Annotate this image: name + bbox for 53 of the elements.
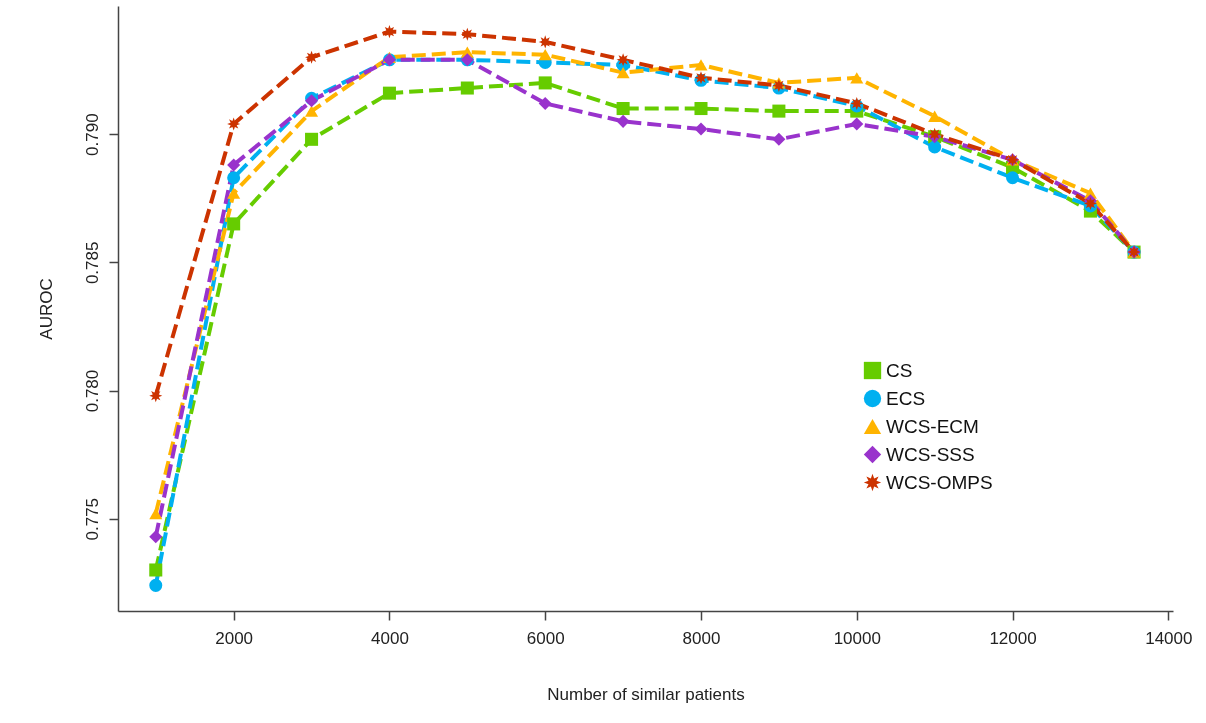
point: [538, 35, 552, 49]
point: [1006, 171, 1020, 185]
point: [772, 132, 786, 146]
point: [382, 86, 396, 100]
point: [227, 171, 241, 185]
point: [616, 114, 630, 128]
x-tick-label: 4000: [371, 628, 409, 648]
legend-label: WCS-OMPS: [886, 471, 993, 493]
point: [616, 67, 630, 79]
point: [538, 49, 552, 61]
point: [772, 104, 786, 118]
point: [227, 117, 241, 131]
point: [227, 187, 241, 199]
y-axis-title: AUROC: [36, 278, 56, 340]
point: [694, 102, 708, 116]
point: [305, 132, 319, 146]
y-tick-label: 0.785: [82, 241, 102, 285]
point: [149, 389, 163, 403]
point: [694, 122, 708, 136]
point: [149, 507, 163, 520]
point: [149, 563, 163, 577]
x-tick-label: 10000: [833, 628, 881, 648]
point: [149, 530, 163, 544]
y-tick-label: 0.775: [82, 497, 102, 541]
legend-label: ECS: [886, 387, 926, 409]
point: [305, 105, 319, 117]
x-tick-label: 6000: [526, 628, 565, 648]
point: [694, 59, 708, 71]
x-tick-label: 12000: [989, 628, 1037, 648]
x-axis-title: Number of similar patients: [547, 684, 745, 704]
legend-label: WCS-ECM: [886, 415, 979, 437]
point: [616, 102, 630, 116]
x-tick-label: 8000: [682, 628, 721, 648]
legend-label: WCS-SSS: [886, 443, 975, 465]
point: [616, 53, 630, 67]
point: [305, 50, 319, 64]
point: [460, 27, 474, 41]
point: [928, 110, 942, 122]
x-tick-label: 2000: [215, 628, 254, 648]
y-tick-label: 0.790: [82, 113, 102, 156]
point: [850, 117, 864, 131]
point: [149, 578, 163, 592]
point: [928, 140, 942, 154]
point: [227, 217, 241, 231]
x-tick-label: 14000: [1145, 628, 1193, 648]
point: [538, 76, 552, 90]
point: [538, 96, 552, 110]
point: [382, 25, 396, 39]
point: [227, 158, 241, 172]
legend-label: CS: [886, 359, 913, 381]
point: [460, 81, 474, 95]
point: [850, 72, 864, 84]
y-tick-label: 0.780: [82, 369, 102, 413]
